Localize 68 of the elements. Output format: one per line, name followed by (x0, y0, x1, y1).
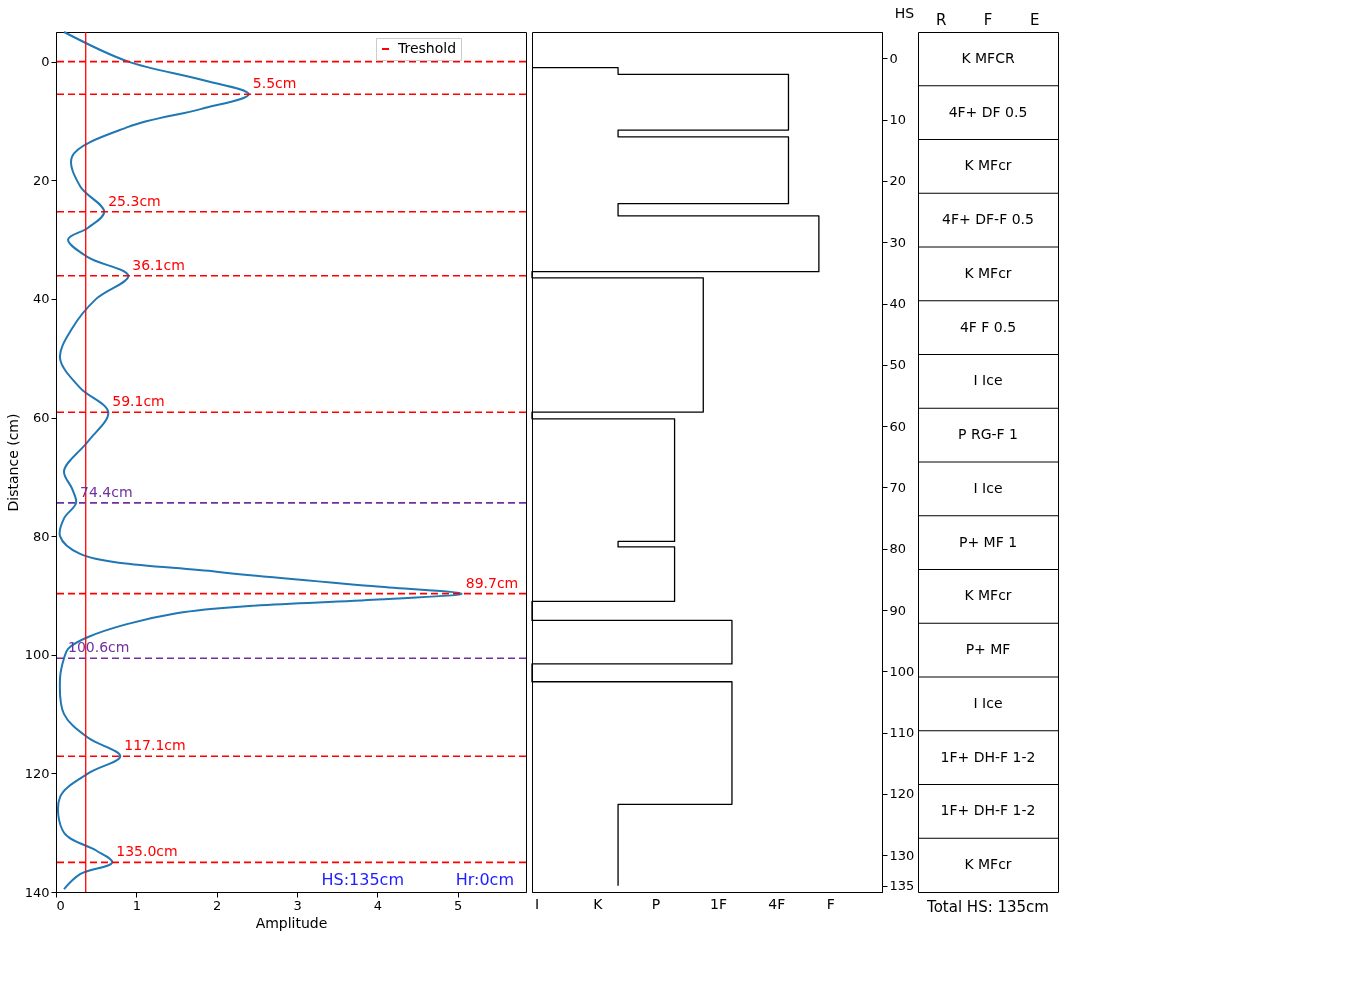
text: K MFcr (964, 856, 1012, 873)
y-tick-label: 60 (32, 410, 50, 426)
text: K MFcr (964, 587, 1012, 604)
x-tick-label: 5 (454, 897, 463, 913)
y-tick-label: 0 (889, 50, 898, 66)
text: P+ MF (965, 641, 1011, 658)
text: F (826, 896, 835, 912)
y-tick-label: 100 (889, 663, 915, 679)
y-tick-label: 20 (32, 172, 50, 188)
annotation: HS:135cm (321, 870, 404, 889)
category-label: R (936, 11, 947, 29)
x-axis-title: Amplitude (255, 914, 328, 931)
annotation: 36.1cm (132, 256, 185, 273)
annotation: 25.3cm (108, 192, 161, 209)
y-axis-title: HS (894, 4, 915, 21)
category-label: E (1029, 11, 1040, 29)
y-tick-label: 40 (889, 296, 907, 312)
text: 4F+ DF 0.5 (948, 103, 1028, 120)
annotation: 59.1cm (112, 393, 165, 410)
text: P+ MF 1 (958, 533, 1018, 550)
y-tick-label: 30 (889, 234, 907, 250)
text: 4F F 0.5 (959, 318, 1017, 335)
x-tick-label: 1 (132, 897, 141, 913)
text: Total HS: 135cm (926, 898, 1049, 916)
text: P (651, 896, 661, 912)
text: I Ice (973, 694, 1003, 711)
y-tick-label: 0 (41, 54, 50, 70)
y-tick-label: 120 (889, 786, 915, 802)
text: I Ice (973, 479, 1003, 496)
y-tick-label: 80 (32, 528, 50, 544)
x-tick-label: 2 (213, 897, 222, 913)
annotation: Hr:0cm (455, 870, 514, 889)
text: 4F (768, 896, 786, 912)
y-axis-title: Distance (cm) (4, 413, 21, 512)
y-tick-label: 40 (32, 291, 50, 307)
y-tick-label: 90 (889, 602, 907, 618)
annotation: 5.5cm (252, 75, 297, 92)
y-tick-label: 130 (889, 847, 915, 863)
y-tick-label: 70 (889, 479, 907, 495)
text: P RG-F 1 (958, 426, 1018, 443)
text: I (535, 896, 540, 912)
annotation: 117.1cm (124, 737, 186, 754)
y-tick-label: 60 (889, 418, 907, 434)
text: 1F+ DH-F 1-2 (940, 748, 1036, 765)
y-tick-label: 20 (889, 173, 907, 189)
y-tick-label: 110 (889, 725, 915, 741)
text: 1F (710, 896, 727, 912)
legend-label: Treshold (397, 40, 457, 56)
y-tick-label: 50 (889, 357, 907, 373)
text: K MFCR (961, 49, 1015, 66)
text: K (593, 896, 604, 912)
y-tick-label: 135 (889, 878, 915, 894)
x-tick-label: 0 (56, 897, 65, 913)
text: I Ice (973, 372, 1003, 389)
text: 1F+ DH-F 1-2 (940, 802, 1036, 819)
x-tick-label: 4 (373, 897, 383, 913)
y-tick-label: 80 (889, 541, 907, 557)
text: 4F+ DF-F 0.5 (942, 211, 1034, 228)
y-tick-label: 140 (24, 884, 50, 900)
y-tick-label: 120 (24, 765, 50, 781)
annotation: 135.0cm (116, 843, 178, 860)
y-tick-label: 100 (24, 647, 50, 663)
text: K MFcr (964, 157, 1012, 174)
y-tick-label: 10 (889, 112, 907, 128)
annotation: 89.7cm (465, 574, 519, 591)
category-label: F (983, 11, 993, 29)
x-tick-label: 3 (293, 897, 302, 913)
text: K MFcr (964, 264, 1012, 281)
